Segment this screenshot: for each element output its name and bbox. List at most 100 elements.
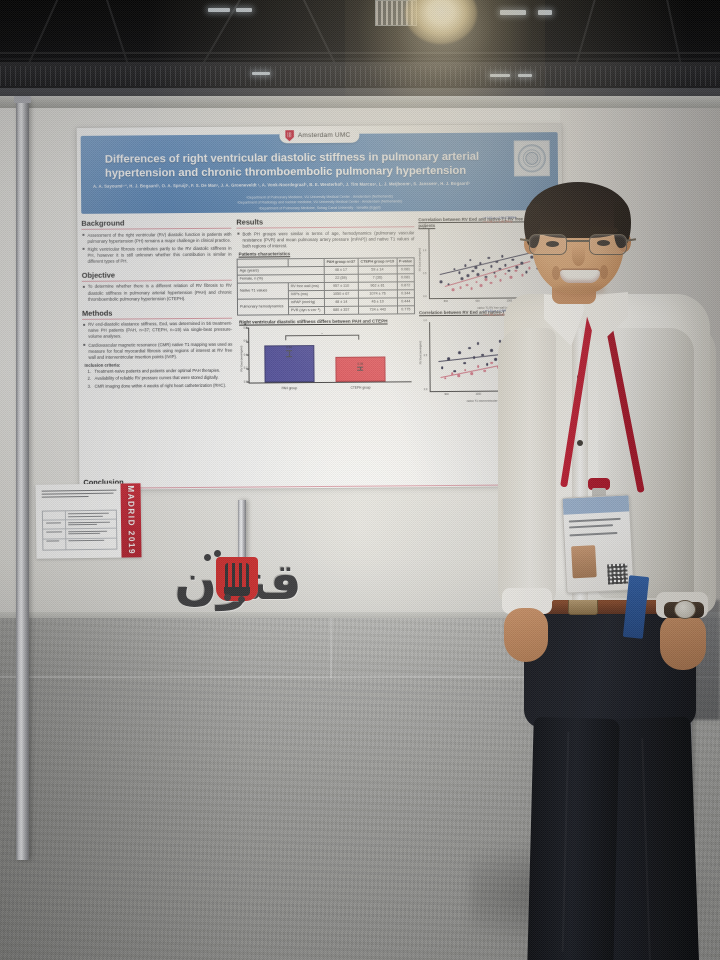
scatter-point-cteph xyxy=(464,368,467,372)
section-heading: Background xyxy=(81,217,232,230)
significance-bracket: * xyxy=(284,331,360,341)
scatter-point-pah xyxy=(458,351,461,355)
section-heading: Objective xyxy=(81,269,232,282)
hair-side-right xyxy=(614,202,631,248)
scatter-point-pah xyxy=(464,264,467,267)
ytick: 1.0 xyxy=(423,319,427,323)
eyeglasses-icon xyxy=(519,234,637,256)
ytick: 0.8 xyxy=(243,326,248,330)
scatter-point-cteph xyxy=(443,377,447,380)
shirt-button xyxy=(577,440,583,446)
booth-bottom-rail xyxy=(0,612,720,622)
bullet: Right ventricular fibrosis contributes p… xyxy=(82,245,232,264)
banner-label: MADRID 2019 xyxy=(126,485,136,556)
row-sublabel: IVIPs (ms) xyxy=(288,290,325,299)
brand-label: Amsterdam UMC xyxy=(297,131,351,140)
exhibition-hall-ceiling xyxy=(0,0,720,105)
lanyard-knot xyxy=(588,478,610,490)
section-heading: Methods xyxy=(82,307,233,320)
significance-marker: * xyxy=(321,331,323,336)
bar-category-label: PAH group xyxy=(281,385,298,391)
cell-p: 0.081 xyxy=(396,265,415,274)
overhead-spotlight xyxy=(405,0,477,44)
side-poster-title-lines xyxy=(41,489,117,500)
person-presenter xyxy=(468,178,720,960)
cell-pah: 48 ± 14 xyxy=(324,297,359,307)
table-col-blank2 xyxy=(287,258,325,267)
university-seal-icon xyxy=(513,140,550,177)
ytick: 0.4 xyxy=(243,353,248,357)
row-sublabel: PVR (dyn·s·cm⁻⁵) xyxy=(288,306,325,315)
left-hand xyxy=(504,608,548,662)
ytick: 0.6 xyxy=(243,339,248,343)
bar-category-label: CTEPH group xyxy=(350,385,371,390)
nose xyxy=(572,246,585,266)
side-poster-table xyxy=(41,509,118,551)
right-hand xyxy=(660,614,706,670)
cell-pah: 1050 ± 67 xyxy=(324,289,359,299)
scatter-ylabel: RV Eed (mmHg/ml) xyxy=(419,340,423,364)
booth-frame-post-left xyxy=(16,100,29,860)
bar-chart-plot: 0.0 0.2 0.4 0.6 0.8 * 0.54 xyxy=(243,326,412,390)
table-col-pvalue: P-value xyxy=(396,257,415,266)
smiling-mouth xyxy=(560,270,600,283)
bullet: Assessment of the right ventricular (RV)… xyxy=(81,231,231,244)
left-leg xyxy=(526,716,620,960)
scatter-point-pah xyxy=(457,271,461,274)
cell-p: 0.344 xyxy=(397,289,415,298)
row-sublabel: mPAP (mmHg) xyxy=(288,298,325,307)
floor-seam xyxy=(330,618,332,678)
cell-pah: 957 ± 110 xyxy=(324,281,358,291)
scatter-point-pah xyxy=(463,361,466,365)
criterion: Treatment-naive patients and patients un… xyxy=(94,367,221,374)
left-eye xyxy=(546,241,559,247)
criterion: Availability of reliable RV pressure cur… xyxy=(94,375,219,382)
badge-clip xyxy=(592,488,606,498)
badge-photo xyxy=(571,545,597,579)
scatter-point-pah xyxy=(440,366,444,370)
row-label: Native T1 values xyxy=(237,282,289,299)
ytick: 0.0 xyxy=(243,380,248,384)
scatter-point-cteph xyxy=(450,372,454,376)
bullet: Cardiovascular magnetic resonance (CMR) … xyxy=(82,341,232,360)
hair-side-left xyxy=(524,204,540,248)
xtick: 900 xyxy=(444,392,449,397)
bar-value-label: 0.54 xyxy=(286,345,292,350)
ytick: 1.0 xyxy=(422,249,427,253)
table-caption: Patients characteristics xyxy=(238,251,291,257)
section-methods: Methods RV end-diastolic elastance stiff… xyxy=(82,307,233,389)
section-background: Background Assessment of the right ventr… xyxy=(81,217,232,265)
wristwatch-face xyxy=(674,600,696,619)
amsterdam-umc-logo: Amsterdam UMC xyxy=(278,127,360,144)
scatter-point-cteph xyxy=(457,374,461,378)
bullet: RV end-diastolic elastance stiffness, Ee… xyxy=(82,321,232,340)
ytick: 0.5 xyxy=(423,353,428,357)
scatter-point-pah xyxy=(460,277,464,280)
scatter-point-pah xyxy=(447,357,450,361)
cell-p: 0.444 xyxy=(397,297,415,306)
amsterdam-umc-shield-icon xyxy=(285,130,294,141)
madrid-2019-banner: MADRID 2019 xyxy=(120,483,142,558)
left-arm xyxy=(498,328,556,606)
ytick: 0.0 xyxy=(423,388,428,392)
booth-top-rail xyxy=(0,96,720,108)
section-heading: Results xyxy=(236,216,415,229)
cell-p: 0.775 xyxy=(397,305,415,314)
chin-shadow xyxy=(554,284,606,296)
cell-pah: 22 (59) xyxy=(324,273,358,283)
row-label: Pulmonary hemodynamics xyxy=(237,298,289,315)
ytick: 0.5 xyxy=(422,272,427,276)
cell-p: 0.872 xyxy=(397,281,415,290)
poster-title: Differences of right ventricular diastol… xyxy=(104,150,480,181)
poster-left-column: Background Assessment of the right ventr… xyxy=(81,217,233,477)
floor-shadow-left xyxy=(0,618,250,960)
side-poster: MADRID 2019 xyxy=(35,483,142,559)
xtick: 800 xyxy=(443,299,448,304)
floor-seam xyxy=(0,676,720,678)
cell-pah: 680 ± 357 xyxy=(324,305,359,315)
bar-pah: 0.54 PAH group xyxy=(263,345,315,390)
bullet: To determine whether there is a differen… xyxy=(82,283,232,302)
right-eye xyxy=(597,240,610,246)
bar-chart: RV Eed (mmHg/ml) 0.0 0.2 0.4 0.6 0.8 xyxy=(239,325,416,392)
